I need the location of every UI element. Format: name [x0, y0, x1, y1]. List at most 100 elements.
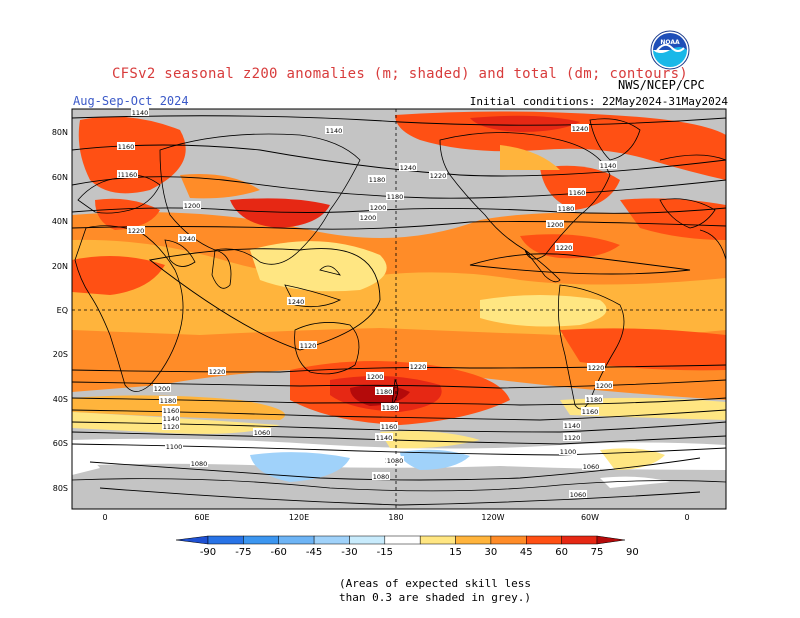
map-title: CFSv2 seasonal z200 anomalies (m; shaded…: [111, 66, 689, 82]
contour-label-bg: [582, 462, 600, 470]
contour-label: 1120: [564, 434, 581, 442]
contour-label: 1200: [547, 221, 564, 229]
contour-label: 1200: [370, 204, 387, 212]
contour-label: 1080: [191, 460, 208, 468]
contour-label-bg: [375, 433, 393, 441]
contour-label-bg: [546, 220, 564, 228]
contour-label: 1120: [300, 342, 317, 350]
contour-label-bg: [127, 226, 145, 234]
contour-label: 1120: [163, 423, 180, 431]
contour-label-bg: [381, 403, 399, 411]
contour-label-bg: [568, 188, 586, 196]
contour-label-bg: [359, 213, 377, 221]
skill-note-line2: than 0.3 are shaded in grey.): [338, 591, 532, 604]
colorbar-tick-label: -30: [341, 547, 357, 558]
contour-label: 1140: [132, 109, 149, 117]
contour-label-bg: [429, 171, 447, 179]
contour-label: 1200: [154, 385, 171, 393]
lon-label-3: 180: [388, 513, 403, 522]
contour-label: 1060: [254, 429, 271, 437]
lat-label-7: 60S: [53, 439, 68, 448]
contour-label-bg: [153, 384, 171, 392]
lat-label-4: EQ: [57, 306, 68, 315]
contour-label: 1220: [430, 172, 447, 180]
colorbar-tick-label: 90: [626, 547, 639, 558]
contour-label-bg: [162, 406, 180, 414]
contour-label-bg: [183, 201, 201, 209]
lat-label-3: 20N: [52, 262, 68, 271]
lon-label-2: 120E: [289, 513, 309, 522]
contour-label-bg: [587, 363, 605, 371]
contour-label: 1180: [160, 397, 177, 405]
colorbar-bin: [419, 535, 456, 545]
colorbar: -90 -75 -60 -45 -30 -15 15 30 45 60 75 90: [175, 535, 639, 558]
contour-label: 1160: [381, 423, 398, 431]
contour-label-bg: [190, 459, 208, 467]
colorbar-tick-label: 60: [555, 547, 568, 558]
colorbar-bin: [384, 535, 421, 545]
contour-label-bg: [159, 396, 177, 404]
contour-label-bg: [557, 204, 575, 212]
colorbar-tick-label: 75: [591, 547, 604, 558]
contour-label-bg: [599, 161, 617, 169]
contour-label-bg: [399, 163, 417, 171]
contour-label-bg: [375, 387, 393, 395]
colorbar-tick-label: 30: [485, 547, 498, 558]
latitude-labels: 80N 60N 40N 20N EQ 20S 40S 60S 80S: [52, 128, 68, 493]
colorbar-tick-label: -90: [200, 547, 216, 558]
lat-label-8: 80S: [53, 484, 68, 493]
contour-label-bg: [372, 472, 390, 480]
contour-label: 1060: [583, 463, 600, 471]
contour-label-bg: [253, 428, 271, 436]
colorbar-bin: [278, 535, 315, 545]
contour-label: 1240: [288, 298, 305, 306]
contour-label: 1200: [367, 373, 384, 381]
contour-label-bg: [131, 108, 149, 116]
longitude-labels: 0 60E 120E 180 120W 60W 0: [102, 513, 689, 522]
initial-conditions: Initial conditions: 22May2024-31May2024: [469, 95, 728, 108]
map-frame: [71, 108, 727, 510]
contour-labels: 1140114011601160120012201240124011401160…: [117, 108, 617, 499]
contour-label: 1200: [360, 214, 377, 222]
lon-label-4: 120W: [481, 513, 504, 522]
contour-label: 1140: [326, 127, 343, 135]
noaa-logo-icon: NOAA: [650, 30, 690, 70]
svg-text:NOAA: NOAA: [660, 39, 680, 46]
colorbar-tick-label: -45: [306, 547, 322, 558]
colorbar-bin: [455, 535, 492, 545]
colorbar-bin: [526, 535, 562, 545]
lon-label-6: 0: [684, 513, 689, 522]
contour-label-bg: [569, 490, 587, 498]
contour-label: 1140: [163, 415, 180, 423]
contour-label: 1180: [369, 176, 386, 184]
contour-label-bg: [208, 367, 226, 375]
contour-label: 1220: [209, 368, 226, 376]
contour-label-bg: [287, 297, 305, 305]
contour-label: 1080: [387, 457, 404, 465]
contour-label: 1140: [600, 162, 617, 170]
contour-label: 1160: [163, 407, 180, 415]
contour-label: 1140: [376, 434, 393, 442]
contour-label: 1220: [588, 364, 605, 372]
colorbar-tick-label: -15: [377, 547, 393, 558]
colorbar-tick-label: -75: [235, 547, 251, 558]
lat-label-1: 60N: [52, 173, 68, 182]
contour-label-bg: [162, 414, 180, 422]
contour-label-bg: [563, 433, 581, 441]
colorbar-tick-label: -60: [271, 547, 287, 558]
contour-label: 1060: [570, 491, 587, 499]
contour-label: 1180: [558, 205, 575, 213]
contour-label-bg: [581, 407, 599, 415]
colorbar-bin: [561, 535, 598, 545]
contour-label-bg: [325, 126, 343, 134]
contour-label-bg: [178, 234, 196, 242]
contour-label: 1160: [569, 189, 586, 197]
contour-label-bg: [117, 142, 135, 150]
lon-label-0: 0: [102, 513, 107, 522]
colorbar-bin: [243, 535, 279, 545]
contour-label-bg: [563, 421, 581, 429]
contour-label: 1080: [373, 473, 390, 481]
contour-label: 1180: [586, 396, 603, 404]
contour-label-bg: [585, 395, 603, 403]
colorbar-bin: [207, 535, 244, 545]
